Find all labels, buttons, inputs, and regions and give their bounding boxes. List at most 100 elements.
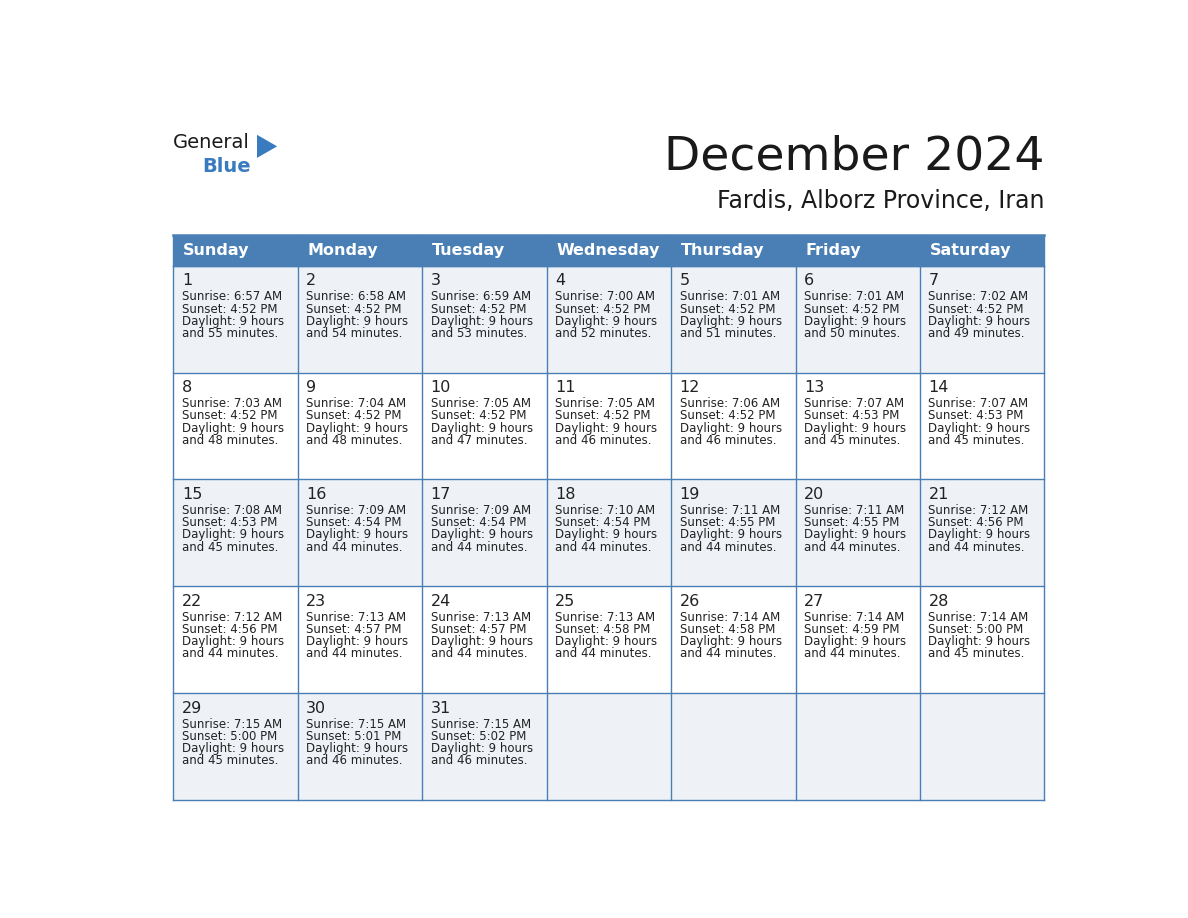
Text: Sunrise: 7:00 AM: Sunrise: 7:00 AM — [555, 290, 655, 303]
Text: Daylight: 9 hours: Daylight: 9 hours — [431, 421, 533, 434]
Text: Sunset: 4:53 PM: Sunset: 4:53 PM — [804, 409, 899, 422]
Text: and 44 minutes.: and 44 minutes. — [555, 541, 652, 554]
Text: Sunset: 4:58 PM: Sunset: 4:58 PM — [555, 623, 651, 636]
Text: and 46 minutes.: and 46 minutes. — [555, 433, 652, 447]
Text: Daylight: 9 hours: Daylight: 9 hours — [929, 635, 1031, 648]
Text: Sunrise: 7:06 AM: Sunrise: 7:06 AM — [680, 397, 779, 410]
Text: Sunset: 4:54 PM: Sunset: 4:54 PM — [431, 516, 526, 530]
Bar — [173, 693, 298, 800]
Text: Sunset: 4:52 PM: Sunset: 4:52 PM — [182, 303, 277, 316]
Text: Sunset: 4:59 PM: Sunset: 4:59 PM — [804, 623, 899, 636]
Text: and 51 minutes.: and 51 minutes. — [680, 327, 776, 340]
Text: Daylight: 9 hours: Daylight: 9 hours — [680, 529, 782, 542]
Bar — [298, 373, 422, 479]
Bar — [796, 479, 920, 587]
Bar — [671, 693, 796, 800]
Text: Sunset: 4:52 PM: Sunset: 4:52 PM — [431, 303, 526, 316]
Text: Sunrise: 7:12 AM: Sunrise: 7:12 AM — [182, 611, 282, 624]
Text: 24: 24 — [431, 594, 451, 609]
Text: General: General — [173, 133, 251, 152]
Text: Daylight: 9 hours: Daylight: 9 hours — [929, 421, 1031, 434]
Text: Sunrise: 7:05 AM: Sunrise: 7:05 AM — [555, 397, 655, 410]
Text: Sunrise: 7:07 AM: Sunrise: 7:07 AM — [929, 397, 1029, 410]
Text: and 45 minutes.: and 45 minutes. — [182, 755, 278, 767]
Text: Daylight: 9 hours: Daylight: 9 hours — [555, 529, 657, 542]
Text: Sunset: 5:00 PM: Sunset: 5:00 PM — [929, 623, 1024, 636]
Text: Daylight: 9 hours: Daylight: 9 hours — [182, 635, 284, 648]
Text: Sunset: 4:52 PM: Sunset: 4:52 PM — [431, 409, 526, 422]
Text: 7: 7 — [929, 274, 939, 288]
Text: Sunrise: 6:58 AM: Sunrise: 6:58 AM — [307, 290, 406, 303]
Bar — [920, 587, 1044, 693]
Text: Sunset: 4:58 PM: Sunset: 4:58 PM — [680, 623, 775, 636]
Text: and 45 minutes.: and 45 minutes. — [929, 433, 1025, 447]
Text: 18: 18 — [555, 487, 576, 502]
Text: 28: 28 — [929, 594, 949, 609]
Text: Sunrise: 7:03 AM: Sunrise: 7:03 AM — [182, 397, 282, 410]
Text: Daylight: 9 hours: Daylight: 9 hours — [804, 635, 906, 648]
Text: Daylight: 9 hours: Daylight: 9 hours — [431, 635, 533, 648]
Text: Sunday: Sunday — [183, 242, 249, 258]
Text: 21: 21 — [929, 487, 949, 502]
Text: 15: 15 — [182, 487, 202, 502]
Text: Daylight: 9 hours: Daylight: 9 hours — [680, 421, 782, 434]
Bar — [546, 373, 671, 479]
Text: Sunset: 4:52 PM: Sunset: 4:52 PM — [804, 303, 899, 316]
Text: Sunrise: 7:08 AM: Sunrise: 7:08 AM — [182, 504, 282, 517]
Text: 4: 4 — [555, 274, 565, 288]
Text: Sunrise: 6:57 AM: Sunrise: 6:57 AM — [182, 290, 282, 303]
Text: Sunrise: 7:14 AM: Sunrise: 7:14 AM — [804, 611, 904, 624]
Text: and 54 minutes.: and 54 minutes. — [307, 327, 403, 340]
Bar — [298, 587, 422, 693]
Text: 12: 12 — [680, 380, 700, 396]
Text: Daylight: 9 hours: Daylight: 9 hours — [182, 421, 284, 434]
Text: Daylight: 9 hours: Daylight: 9 hours — [804, 421, 906, 434]
Text: Sunset: 4:54 PM: Sunset: 4:54 PM — [307, 516, 402, 530]
Bar — [671, 265, 796, 373]
Text: 22: 22 — [182, 594, 202, 609]
Text: and 45 minutes.: and 45 minutes. — [804, 433, 901, 447]
Text: 26: 26 — [680, 594, 700, 609]
Text: Sunset: 4:52 PM: Sunset: 4:52 PM — [680, 303, 775, 316]
Text: and 48 minutes.: and 48 minutes. — [182, 433, 278, 447]
Text: Sunset: 4:54 PM: Sunset: 4:54 PM — [555, 516, 651, 530]
Text: Daylight: 9 hours: Daylight: 9 hours — [307, 742, 409, 756]
Text: 17: 17 — [431, 487, 451, 502]
Text: Sunrise: 7:11 AM: Sunrise: 7:11 AM — [680, 504, 779, 517]
Text: 19: 19 — [680, 487, 700, 502]
Text: and 46 minutes.: and 46 minutes. — [680, 433, 776, 447]
Text: Sunrise: 7:15 AM: Sunrise: 7:15 AM — [307, 718, 406, 731]
Text: Wednesday: Wednesday — [557, 242, 661, 258]
Text: Daylight: 9 hours: Daylight: 9 hours — [680, 315, 782, 328]
Text: 30: 30 — [307, 701, 327, 716]
Text: Sunset: 5:02 PM: Sunset: 5:02 PM — [431, 730, 526, 743]
Text: Sunset: 4:56 PM: Sunset: 4:56 PM — [182, 623, 277, 636]
Bar — [671, 235, 796, 265]
Text: Daylight: 9 hours: Daylight: 9 hours — [182, 315, 284, 328]
Text: Sunrise: 7:13 AM: Sunrise: 7:13 AM — [307, 611, 406, 624]
Text: and 50 minutes.: and 50 minutes. — [804, 327, 901, 340]
Bar — [796, 693, 920, 800]
Text: 31: 31 — [431, 701, 451, 716]
Bar — [671, 373, 796, 479]
Text: and 46 minutes.: and 46 minutes. — [307, 755, 403, 767]
Text: Daylight: 9 hours: Daylight: 9 hours — [182, 529, 284, 542]
Text: 1: 1 — [182, 274, 192, 288]
Bar — [173, 373, 298, 479]
Text: Sunrise: 7:05 AM: Sunrise: 7:05 AM — [431, 397, 531, 410]
Text: 13: 13 — [804, 380, 824, 396]
Bar — [298, 479, 422, 587]
Text: and 45 minutes.: and 45 minutes. — [929, 647, 1025, 660]
Text: Sunrise: 7:01 AM: Sunrise: 7:01 AM — [804, 290, 904, 303]
Text: 20: 20 — [804, 487, 824, 502]
Text: 3: 3 — [431, 274, 441, 288]
Polygon shape — [257, 135, 277, 158]
Text: Sunset: 4:57 PM: Sunset: 4:57 PM — [431, 623, 526, 636]
Text: and 49 minutes.: and 49 minutes. — [929, 327, 1025, 340]
Text: Sunrise: 7:15 AM: Sunrise: 7:15 AM — [431, 718, 531, 731]
Bar — [422, 265, 546, 373]
Text: 2: 2 — [307, 274, 316, 288]
Text: 14: 14 — [929, 380, 949, 396]
Bar — [546, 235, 671, 265]
Text: 5: 5 — [680, 274, 690, 288]
